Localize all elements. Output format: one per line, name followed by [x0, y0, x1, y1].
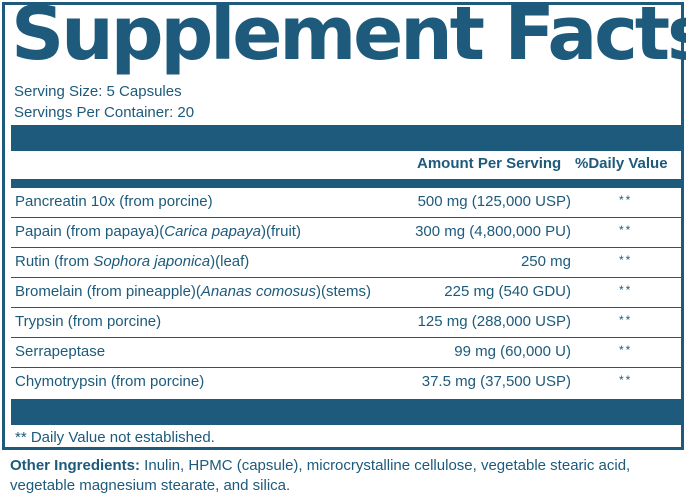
amount-per-serving: 300 mg (4,800,000 PU) — [415, 223, 571, 240]
table-row: Pancreatin 10x (from porcine) 500 mg (125… — [11, 188, 681, 218]
ingredient-name: Bromelain (from pineapple)(Ananas comosu… — [15, 283, 371, 300]
daily-value-footnote: ** Daily Value not established. — [15, 429, 215, 446]
table-row: Chymotrypsin (from porcine) 37.5 mg (37,5… — [11, 368, 681, 398]
amount-per-serving-header: Amount Per Serving — [417, 155, 562, 172]
ingredient-name-text: Pancreatin 10x (from porcine) — [15, 193, 213, 210]
table-row: Trypsin (from porcine) 125 mg (288,000 US… — [11, 308, 681, 338]
table-row: Rutin (from Sophora japonica)(leaf) 250 m… — [11, 248, 681, 278]
daily-value: ** — [619, 193, 633, 207]
ingredient-species: Ananas comosus — [200, 283, 316, 300]
row-divider — [11, 337, 681, 338]
panel-title: Supplement Facts — [11, 0, 686, 77]
serving-size: Serving Size: 5 Capsules — [14, 83, 182, 100]
ingredient-name-suffix: )(stems) — [316, 283, 371, 300]
amount-per-serving: 250 mg — [520, 253, 571, 270]
table-bottom-bar — [11, 399, 681, 425]
row-divider — [11, 247, 681, 248]
ingredient-name: Trypsin (from porcine) — [15, 313, 161, 330]
daily-value: ** — [619, 253, 633, 267]
ingredient-name: Serrapeptase — [15, 343, 105, 360]
ingredient-name: Papain (from papaya)(Carica papaya)(frui… — [15, 223, 301, 240]
amount-per-serving: 37.5 mg (37,500 USP) — [421, 373, 571, 390]
ingredient-species: Carica papaya — [164, 223, 261, 240]
ingredient-name-text: Rutin (from — [15, 253, 94, 270]
ingredient-name-suffix: )(leaf) — [210, 253, 250, 270]
amount-per-serving: 225 mg (540 GDU) — [444, 283, 571, 300]
amount-per-serving: 125 mg (288,000 USP) — [417, 313, 571, 330]
servings-per-container: Servings Per Container: 20 — [14, 104, 195, 121]
row-divider — [11, 307, 681, 308]
header-divider-bar — [11, 125, 681, 151]
other-ingredients-text: Inulin, HPMC (capsule), microcrystalline… — [10, 457, 631, 494]
ingredient-name: Rutin (from Sophora japonica)(leaf) — [15, 253, 249, 270]
table-row: Papain (from papaya)(Carica papaya)(frui… — [11, 218, 681, 248]
daily-value: ** — [619, 313, 633, 327]
daily-value: ** — [619, 283, 633, 297]
ingredient-name-suffix: )(fruit) — [260, 223, 301, 240]
other-ingredients-label: Other Ingredients: — [10, 457, 141, 474]
ingredient-name-text: Chymotrypsin (from porcine) — [15, 373, 205, 390]
ingredient-species: Sophora japonica — [93, 253, 211, 270]
amount-per-serving: 99 mg (60,000 U) — [454, 343, 571, 360]
ingredient-name-text: Serrapeptase — [15, 343, 106, 360]
amount-per-serving: 500 mg (125,000 USP) — [417, 193, 571, 210]
ingredient-name: Pancreatin 10x (from porcine) — [15, 193, 213, 210]
ingredient-name-text: Trypsin (from porcine) — [15, 313, 162, 330]
ingredient-name-text: Bromelain (from pineapple)( — [15, 283, 201, 300]
row-divider — [11, 277, 681, 278]
other-ingredients: Other Ingredients: Inulin, HPMC (capsule… — [10, 456, 676, 496]
row-divider — [11, 367, 681, 368]
daily-value: ** — [619, 223, 633, 237]
ingredient-name: Chymotrypsin (from porcine) — [15, 373, 204, 390]
ingredient-name-text: Papain (from papaya)( — [15, 223, 165, 240]
table-top-rule — [11, 179, 681, 188]
daily-value-header: %Daily Value — [575, 155, 668, 172]
table-row: Bromelain (from pineapple)(Ananas comosu… — [11, 278, 681, 308]
supplement-facts-panel: Supplement Facts Serving Size: 5 Capsule… — [2, 0, 686, 450]
row-divider — [11, 217, 681, 218]
daily-value: ** — [619, 343, 633, 357]
daily-value: ** — [619, 373, 633, 387]
table-row: Serrapeptase 99 mg (60,000 U) ** — [11, 338, 681, 368]
